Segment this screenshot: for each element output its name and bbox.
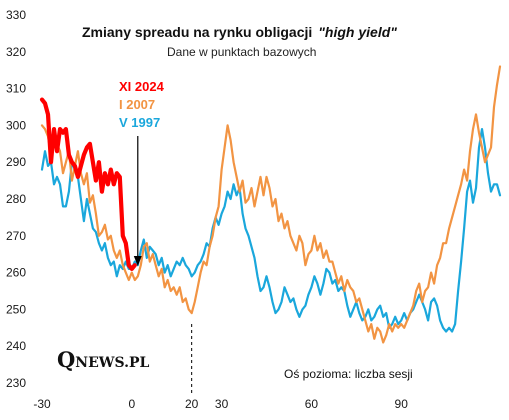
y-tick-label: 240 [6,339,26,353]
y-tick-label: 230 [6,376,26,390]
x-tick-label: 30 [215,397,229,411]
series-line-0 [40,128,502,333]
y-tick-label: 290 [6,155,26,169]
legend: XI 2024 I 2007 V 1997 [119,79,165,130]
legend-entry: I 2007 [119,97,155,112]
x-marker-label: 20 [185,397,199,411]
chart-title: Zmiany spreadu na rynku obligacji "high y… [82,24,397,40]
x-tick-label: 0 [128,397,135,411]
x-tick-label: -30 [33,397,51,411]
x-tick-label: 60 [305,397,319,411]
y-tick-label: 320 [6,45,26,59]
watermark-logo: QNEWS.PL [57,347,150,372]
series-line-2 [39,97,137,271]
series-line-1 [40,65,502,344]
y-tick-label: 300 [6,118,26,132]
y-axis: 230 240 250 260 270 280 290 300 310 320 330 [6,8,26,390]
watermark-text: QNEWS.PL [57,347,150,372]
y-tick-label: 260 [6,266,26,280]
x-axis: -30 0 30 60 90 20 [33,397,408,411]
legend-entry: XI 2024 [119,79,165,94]
y-tick-label: 310 [6,82,26,96]
annotation-arrow-head [133,256,142,266]
chart-subtitle: Dane w punktach bazowych [167,45,316,59]
axis-note: Oś pozioma: liczba sesji [284,367,413,381]
series-layer [39,65,502,344]
y-tick-label: 330 [6,8,26,22]
y-tick-label: 280 [6,192,26,206]
legend-entry: V 1997 [119,115,160,130]
y-tick-label: 250 [6,302,26,316]
x-tick-label: 90 [395,397,409,411]
y-tick-label: 270 [6,229,26,243]
